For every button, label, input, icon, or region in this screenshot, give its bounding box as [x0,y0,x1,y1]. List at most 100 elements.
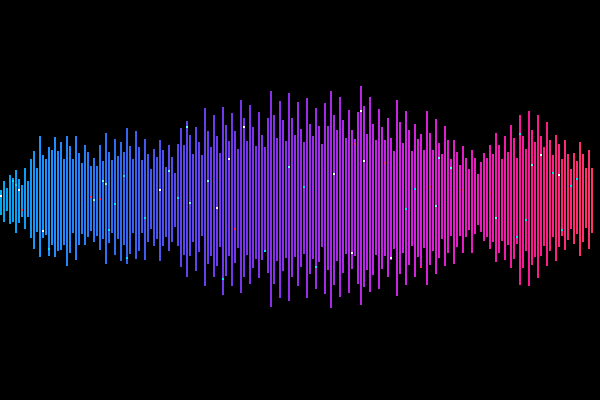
waveform-speckle [177,197,179,200]
waveform-bar [573,152,575,244]
waveform-bar [177,144,179,246]
waveform-bar [273,115,275,285]
waveform-bar [519,114,521,285]
waveform-bar [471,149,473,254]
waveform-bar [420,133,422,266]
waveform-bar [459,164,461,236]
waveform-bar [561,159,563,236]
waveform-bar [429,132,431,265]
waveform-bar [336,129,338,261]
waveform-speckle [354,143,356,146]
waveform-bar [225,125,227,276]
waveform-speckle [429,186,431,189]
waveform-bar [453,139,455,265]
waveform-bar [90,166,92,231]
waveform-bar [333,115,335,285]
waveform-bar [105,133,107,264]
waveform-bar [507,152,509,246]
waveform-bar [591,167,593,234]
waveform-speckle [519,132,521,135]
waveform-speckle [216,207,218,210]
waveform-bar [36,167,38,233]
waveform-bar [489,145,491,250]
waveform-speckle [90,195,92,198]
waveform-bar [192,153,194,242]
waveform-bar [423,149,425,249]
waveform-speckle [0,195,2,198]
waveform-bar [399,121,401,274]
waveform-speckle [21,209,23,212]
waveform-bar [78,152,80,245]
waveform-bar [411,151,413,246]
waveform-bar [570,169,572,230]
waveform-bar [543,147,545,247]
waveform-bar [3,181,5,223]
waveform-bar [294,134,296,257]
waveform-bar [39,135,41,257]
waveform-speckle [108,229,110,232]
waveform-bar [585,167,587,229]
waveform-bar [516,157,518,245]
waveform-bar [522,135,524,268]
waveform-bar [87,152,89,237]
waveform-bar [186,121,188,278]
waveform-bar [309,124,311,274]
waveform-bar [141,160,143,233]
waveform-bar [360,86,362,306]
waveform-bar [0,189,2,216]
waveform-bar [195,127,197,272]
waveform-bar [531,129,533,266]
waveform-bar [102,161,104,240]
waveform-bar [27,181,29,218]
waveform-bar [324,103,326,294]
waveform-speckle [18,189,20,192]
waveform-bar [21,185,23,218]
waveform-bar [528,111,530,287]
waveform-bar [153,149,155,246]
waveform-bar [312,136,314,259]
waveform-bar [72,159,74,234]
waveform-bar [42,155,44,239]
waveform-bar [96,166,98,236]
waveform-bar [30,158,32,239]
waveform-bar [462,145,464,253]
waveform-bar [285,141,287,259]
waveform-bar [198,142,200,252]
waveform-bar [51,149,53,246]
waveform-bar [120,142,122,261]
waveform-bar [33,150,35,249]
waveform-bar [354,138,356,256]
waveform-bar [564,140,566,250]
waveform-bar [234,130,236,264]
waveform-bar [222,107,224,295]
waveform-bar [54,136,56,257]
waveform-bar [501,159,503,242]
waveform-bar [513,138,515,260]
waveform-bar [12,178,14,223]
waveform-bar [240,100,242,294]
waveform-speckle [351,252,353,255]
waveform-speckle [228,158,230,161]
waveform-speckle [288,165,290,168]
waveform-speckle [360,109,362,112]
waveform-bar [219,152,221,247]
waveform-speckle [159,188,161,191]
waveform-bar [315,108,317,289]
waveform-speckle [438,157,440,160]
waveform-speckle [561,229,563,232]
waveform-speckle [222,277,224,280]
waveform-bar [57,150,59,252]
waveform-speckle [384,162,386,165]
waveform-bar [558,144,560,248]
waveform-bar [342,120,344,273]
waveform-bar [372,124,374,275]
waveform-bar [144,139,146,261]
waveform-speckle [405,207,407,210]
waveform-speckle [540,153,542,156]
waveform-speckle [144,217,146,220]
waveform-speckle [414,187,416,190]
waveform-bar [156,156,158,239]
waveform-bar [159,139,161,262]
waveform-bar [282,120,284,272]
